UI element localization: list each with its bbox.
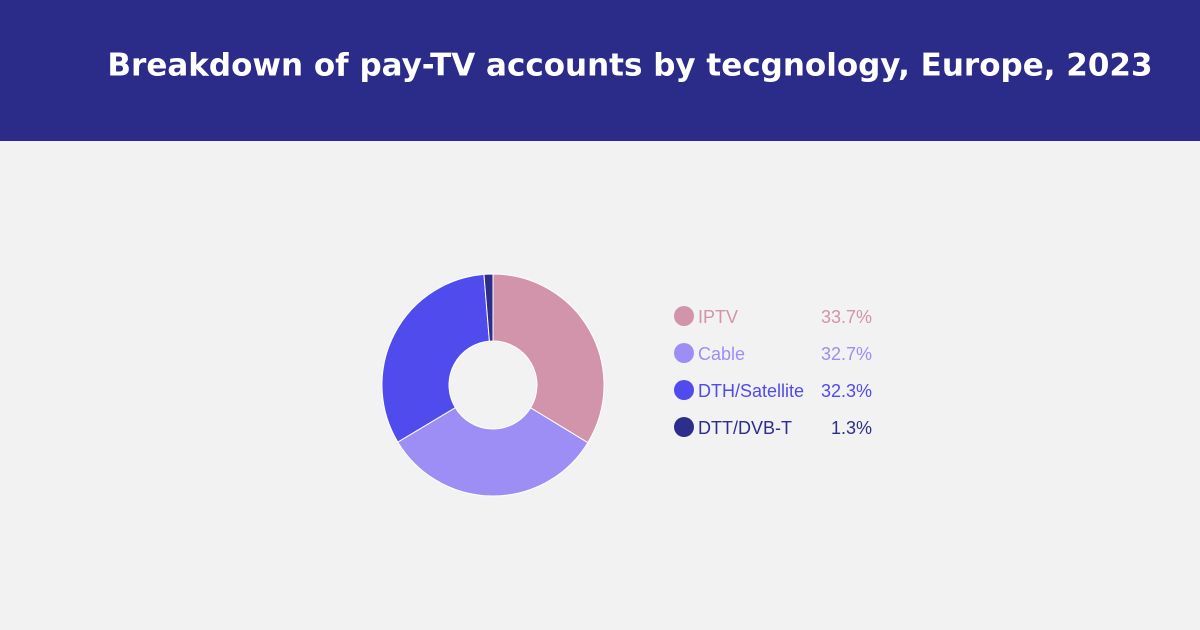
donut-slice — [483, 273, 494, 342]
legend-swatch — [674, 380, 694, 400]
legend-label: Cable — [698, 344, 745, 364]
legend-value: 32.3% — [821, 381, 872, 401]
legend-swatch — [674, 306, 694, 326]
legend-label: DTH/Satellite — [698, 381, 804, 401]
donut-slice — [492, 273, 605, 444]
legend-value: 1.3% — [831, 418, 872, 438]
legend-label: DTT/DVB-T — [698, 418, 792, 438]
legend-label: IPTV — [698, 307, 738, 327]
donut-slice — [381, 273, 490, 443]
legend-swatch — [674, 343, 694, 363]
legend-value: 32.7% — [821, 344, 872, 364]
legend-swatch — [674, 417, 694, 437]
legend-value: 33.7% — [821, 307, 872, 327]
chart-title: Breakdown of pay-TV accounts by tecgnolo… — [107, 48, 1152, 84]
header-band — [0, 0, 1200, 141]
donut-slice — [397, 406, 589, 497]
